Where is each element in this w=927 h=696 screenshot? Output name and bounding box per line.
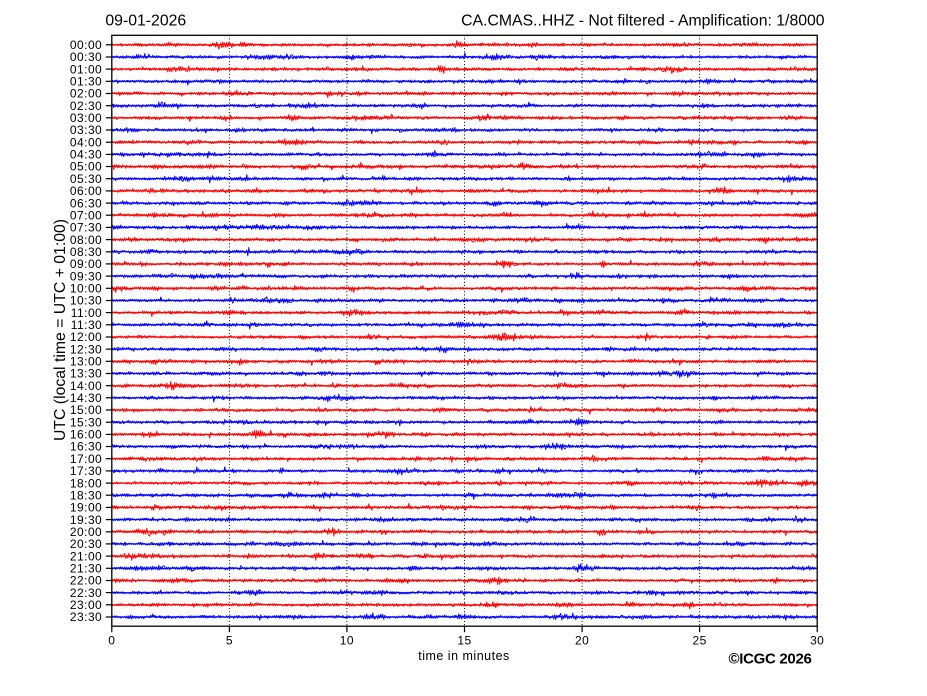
svg-text:09:00: 09:00 [70, 257, 102, 271]
svg-text:11:30: 11:30 [71, 318, 102, 332]
svg-text:13:00: 13:00 [70, 355, 102, 369]
svg-text:18:30: 18:30 [70, 488, 102, 502]
svg-text:03:30: 03:30 [70, 123, 102, 137]
svg-text:09:30: 09:30 [70, 269, 102, 283]
svg-text:21:30: 21:30 [70, 562, 102, 576]
svg-text:02:00: 02:00 [70, 87, 102, 101]
svg-text:04:00: 04:00 [70, 135, 102, 149]
svg-text:17:30: 17:30 [70, 464, 102, 478]
svg-text:06:30: 06:30 [70, 196, 102, 210]
svg-text:08:30: 08:30 [70, 245, 102, 259]
svg-text:5: 5 [226, 633, 233, 647]
svg-text:07:30: 07:30 [70, 221, 102, 235]
svg-text:01:00: 01:00 [70, 62, 102, 76]
svg-text:12:00: 12:00 [70, 330, 102, 344]
svg-text:18:00: 18:00 [70, 476, 102, 490]
svg-text:04:30: 04:30 [70, 148, 102, 162]
svg-text:09-01-2026: 09-01-2026 [105, 13, 186, 30]
svg-text:12:30: 12:30 [70, 342, 102, 356]
svg-text:21:00: 21:00 [70, 549, 102, 563]
svg-text:25: 25 [692, 633, 706, 647]
svg-text:15: 15 [457, 633, 471, 647]
svg-text:22:30: 22:30 [70, 586, 102, 600]
svg-text:15:30: 15:30 [70, 415, 102, 429]
svg-text:05:30: 05:30 [70, 172, 102, 186]
svg-text:02:30: 02:30 [70, 99, 102, 113]
svg-text:15:00: 15:00 [70, 403, 102, 417]
svg-text:CA.CMAS..HHZ - Not filtered -: CA.CMAS..HHZ - Not filtered - Amplificat… [461, 13, 825, 30]
svg-text:23:30: 23:30 [70, 610, 102, 624]
svg-text:00:00: 00:00 [70, 38, 102, 52]
svg-text:01:30: 01:30 [70, 75, 102, 89]
svg-text:00:30: 00:30 [70, 50, 102, 64]
svg-text:20: 20 [575, 633, 589, 647]
svg-text:11:00: 11:00 [71, 306, 102, 320]
svg-text:14:30: 14:30 [70, 391, 102, 405]
svg-text:23:00: 23:00 [70, 598, 102, 612]
svg-text:10: 10 [340, 633, 354, 647]
svg-text:14:00: 14:00 [70, 379, 102, 393]
svg-text:05:00: 05:00 [70, 160, 102, 174]
svg-text:16:00: 16:00 [70, 428, 102, 442]
svg-text:17:00: 17:00 [70, 452, 102, 466]
svg-text:time in minutes: time in minutes [418, 649, 510, 663]
svg-text:03:00: 03:00 [70, 111, 102, 125]
svg-text:06:00: 06:00 [70, 184, 102, 198]
svg-text:30: 30 [810, 633, 824, 647]
svg-text:13:30: 13:30 [70, 367, 102, 381]
svg-text:10:00: 10:00 [70, 282, 102, 296]
svg-text:19:30: 19:30 [70, 513, 102, 527]
svg-text:16:30: 16:30 [70, 440, 102, 454]
svg-text:20:30: 20:30 [70, 537, 102, 551]
svg-text:19:00: 19:00 [70, 501, 102, 515]
svg-text:20:00: 20:00 [70, 525, 102, 539]
svg-text:UTC (local time = UTC + 01:00): UTC (local time = UTC + 01:00) [52, 219, 69, 441]
svg-text:©ICGC 2026: ©ICGC 2026 [728, 650, 811, 667]
svg-text:10:30: 10:30 [70, 294, 102, 308]
svg-text:08:00: 08:00 [70, 233, 102, 247]
svg-text:22:00: 22:00 [70, 574, 102, 588]
svg-text:0: 0 [108, 633, 115, 647]
svg-text:07:00: 07:00 [70, 208, 102, 222]
